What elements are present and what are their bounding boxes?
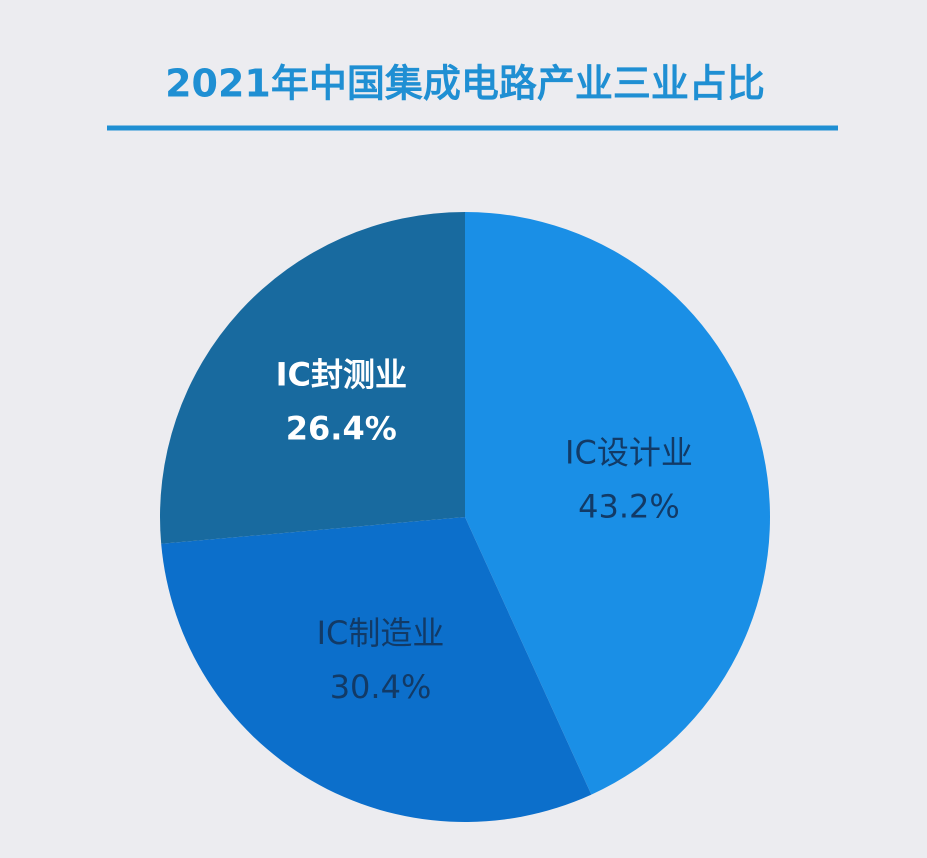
slice-label: IC设计业 [565, 433, 693, 471]
slice-value-label: 43.2% [578, 487, 680, 525]
pie-slice [161, 517, 592, 823]
slice-value-label: 30.4% [330, 668, 432, 706]
pie-slice [160, 212, 465, 544]
pie-slice [465, 212, 770, 795]
slice-label: IC制造业 [317, 614, 445, 652]
chart-title: 2021年中国集成电路产业三业占比 [165, 62, 765, 106]
slice-label: IC封测业 [276, 356, 407, 394]
slice-value-label: 26.4% [286, 410, 397, 448]
